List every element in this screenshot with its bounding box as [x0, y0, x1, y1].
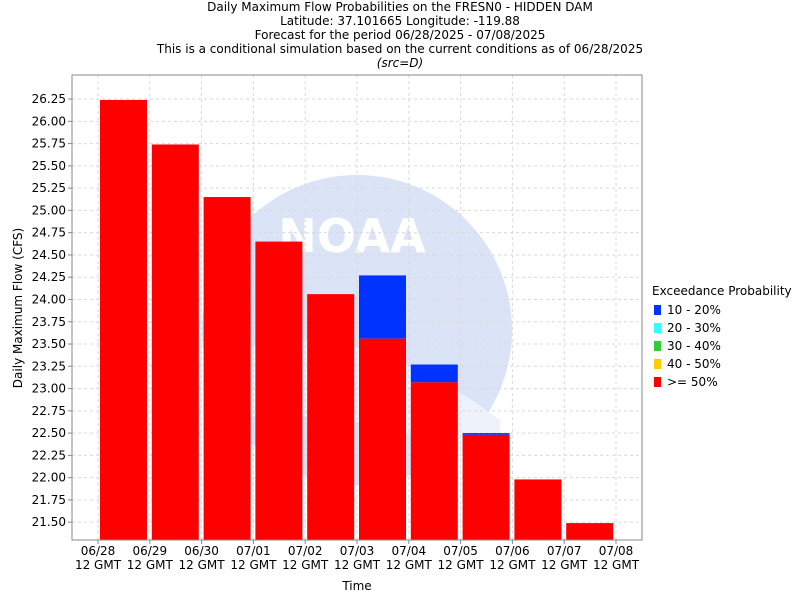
x-tick-label-time: 12 GMT	[438, 558, 485, 572]
legend-swatch	[654, 341, 661, 351]
bars	[100, 99, 614, 541]
x-axis-label: Time	[341, 579, 371, 593]
x-tick-label-date: 06/28	[81, 544, 116, 558]
y-tick-label: 25.50	[32, 159, 66, 173]
legend-swatch	[654, 377, 661, 387]
bar-segment-10-20	[462, 433, 510, 435]
y-tick-label: 23.00	[32, 382, 66, 396]
legend: Exceedance Probability 10 - 20% 20 - 30%…	[652, 284, 792, 391]
x-tick-label-date: 06/30	[184, 544, 219, 558]
bar-segment-ge-50	[255, 241, 303, 541]
bar-segment-ge-50	[203, 197, 251, 541]
chart-subtitle-period: Forecast for the period 06/28/2025 - 07/…	[254, 28, 546, 42]
y-tick-label: 23.50	[32, 337, 66, 351]
y-axis: 21.50 21.75 22.00 22.25 22.50 22.75 23.00 23.25…	[32, 92, 72, 529]
legend-swatch	[654, 305, 661, 315]
legend-label: >= 50%	[667, 375, 718, 389]
y-tick-label: 22.75	[32, 404, 66, 418]
legend-label: 30 - 40%	[667, 339, 721, 353]
legend-label: 40 - 50%	[667, 357, 721, 371]
y-tick-label: 23.25	[32, 359, 66, 373]
bar-segment-ge-50	[359, 338, 406, 540]
bar-segment-ge-50	[151, 144, 199, 540]
y-tick-label: 21.75	[32, 493, 66, 507]
legend-item: 10 - 20%	[652, 301, 792, 319]
y-tick-label: 22.25	[32, 448, 66, 462]
x-tick-label-time: 12 GMT	[334, 558, 381, 572]
legend-item: 40 - 50%	[652, 355, 792, 373]
legend-item: 30 - 40%	[652, 337, 792, 355]
legend-label: 10 - 20%	[667, 303, 721, 317]
y-tick-label: 25.00	[32, 203, 66, 217]
y-axis-label: Daily Maximum Flow (CFS)	[11, 228, 25, 388]
y-tick-label: 26.25	[32, 92, 66, 106]
bar-segment-ge-50	[566, 523, 614, 540]
bar-segment-ge-50	[462, 434, 510, 540]
x-tick-label-time: 12 GMT	[230, 558, 277, 572]
legend-swatch	[654, 359, 661, 369]
legend-item: 20 - 30%	[652, 319, 792, 337]
x-tick-label-date: 07/08	[599, 544, 634, 558]
x-tick-label-date: 07/02	[288, 544, 323, 558]
bar-segment-ge-50	[410, 382, 458, 540]
chart-titles: Daily Maximum Flow Probabilities on the …	[0, 0, 800, 70]
chart-subtitle-location: Latitude: 37.101665 Longitude: -119.88	[280, 14, 520, 28]
bar-segment-ge-50	[307, 294, 355, 540]
bar-segment-ge-50	[514, 479, 562, 540]
x-tick-label-time: 12 GMT	[282, 558, 329, 572]
bar-segment-ge-50	[100, 99, 147, 540]
x-tick-label-time: 12 GMT	[489, 558, 536, 572]
y-tick-label: 21.50	[32, 515, 66, 529]
legend-title: Exceedance Probability	[652, 284, 792, 298]
x-tick-label-date: 07/03	[340, 544, 375, 558]
y-tick-label: 26.00	[32, 114, 66, 128]
y-tick-label: 24.25	[32, 270, 66, 284]
y-tick-label: 25.75	[32, 137, 66, 151]
x-tick-label-date: 07/04	[392, 544, 427, 558]
bar-segment-10-20	[410, 364, 458, 383]
y-tick-label: 22.00	[32, 471, 66, 485]
x-tick-label-date: 07/05	[443, 544, 478, 558]
x-tick-label-time: 12 GMT	[75, 558, 122, 572]
y-tick-label: 22.50	[32, 426, 66, 440]
svg-text:NOAA: NOAA	[278, 209, 426, 263]
chart-subtitle-conditions: This is a conditional simulation based o…	[156, 42, 644, 56]
y-tick-label: 23.75	[32, 315, 66, 329]
legend-item: >= 50%	[652, 373, 792, 391]
x-tick-label-date: 07/07	[547, 544, 582, 558]
x-tick-label-date: 07/06	[495, 544, 530, 558]
x-tick-label-time: 12 GMT	[541, 558, 588, 572]
chart-title: Daily Maximum Flow Probabilities on the …	[207, 0, 593, 14]
y-tick-label: 24.00	[32, 292, 66, 306]
x-tick-label-time: 12 GMT	[386, 558, 433, 572]
x-tick-label-date: 06/29	[133, 544, 168, 558]
x-tick-label-time: 12 GMT	[127, 558, 174, 572]
legend-swatch	[654, 323, 661, 333]
x-tick-label-time: 12 GMT	[593, 558, 640, 572]
y-tick-label: 25.25	[32, 181, 66, 195]
legend-label: 20 - 30%	[667, 321, 721, 335]
grid-lines	[72, 75, 642, 540]
x-tick-label-time: 12 GMT	[179, 558, 226, 572]
y-tick-label: 24.50	[32, 248, 66, 262]
chart-subtitle-source: (src=D)	[376, 56, 424, 70]
y-tick-label: 24.75	[32, 226, 66, 240]
x-tick-label-date: 07/01	[236, 544, 271, 558]
bar-segment-10-20	[359, 275, 406, 339]
